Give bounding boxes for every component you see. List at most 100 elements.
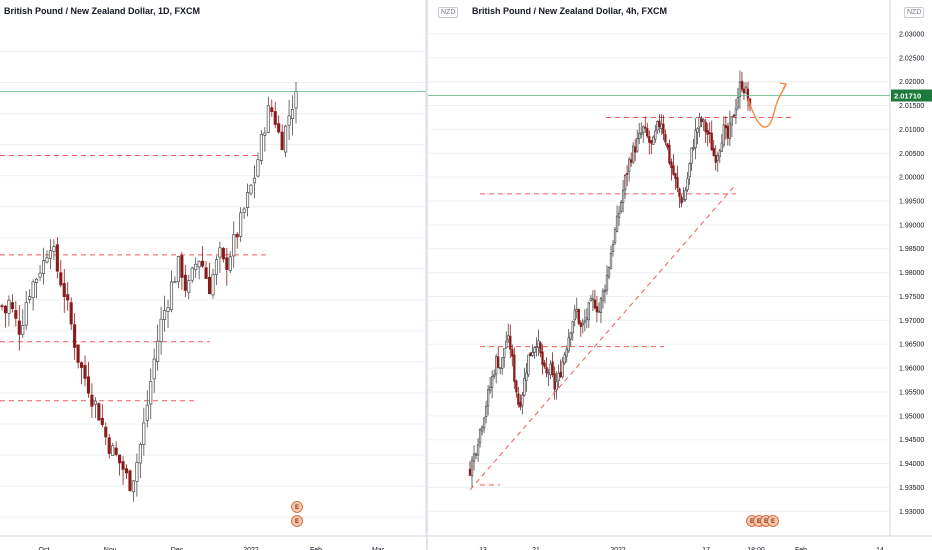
candle-body[interactable] [499,367,502,369]
candle-body[interactable] [3,305,8,314]
candle-body[interactable] [482,417,486,429]
candle-body[interactable] [601,290,605,302]
candle-body[interactable] [587,302,590,321]
candle-body[interactable] [644,126,647,129]
candle-body[interactable] [710,132,713,151]
candle-body[interactable] [225,257,229,270]
candle-body[interactable] [138,444,142,464]
candle-body[interactable] [93,400,97,405]
candle-body[interactable] [595,306,599,313]
candle-body[interactable] [702,119,705,122]
candle-body[interactable] [666,143,669,148]
candle-body[interactable] [662,123,665,134]
trendline[interactable] [469,183,737,491]
candle-body[interactable] [654,130,657,140]
economic-event-marker[interactable] [291,501,303,513]
candle-body[interactable] [249,184,253,194]
candle-body[interactable] [183,274,187,291]
candle-body[interactable] [111,445,115,456]
candle-body[interactable] [517,393,520,405]
candle-body[interactable] [503,348,506,358]
candle-body[interactable] [607,267,611,278]
candle-body[interactable] [589,297,593,302]
candle-body[interactable] [555,381,558,391]
candle-body[interactable] [104,426,108,438]
candle-body[interactable] [277,123,281,133]
candle-body[interactable] [470,459,474,477]
candle-body[interactable] [688,163,691,178]
candle-body[interactable] [708,132,711,135]
candle-body[interactable] [69,302,73,325]
candle-body[interactable] [232,234,236,257]
candle-body[interactable] [718,150,721,157]
candle-body[interactable] [692,147,695,150]
candle-body[interactable] [660,123,663,129]
candle-body[interactable] [242,208,246,213]
candle-body[interactable] [235,233,239,238]
current-price-tag[interactable] [891,89,932,102]
daily-chart-pane[interactable]: British Pound / New Zealand Dollar, 1D, … [0,0,426,550]
candle-body[interactable] [571,321,574,334]
candle-body[interactable] [664,134,667,143]
candle-body[interactable] [678,188,681,197]
candle-body[interactable] [228,256,232,271]
candle-body[interactable] [180,255,184,278]
candle-body[interactable] [472,453,476,462]
candle-body[interactable] [682,199,685,202]
candle-body[interactable] [698,117,701,128]
candle-body[interactable] [256,159,260,177]
candle-body[interactable] [62,283,66,297]
candle-body[interactable] [273,111,277,125]
4h-chart-svg[interactable]: 2.03000 2.02500 2.02000 2.01500 2.01000 2.005… [428,0,932,550]
candle-body[interactable] [557,373,560,381]
candle-body[interactable] [519,402,522,408]
candle-body[interactable] [652,136,655,145]
candle-body[interactable] [714,154,717,163]
candle-body[interactable] [107,437,111,454]
candle-body[interactable] [505,340,508,349]
candle-body[interactable] [118,454,122,464]
candle-body[interactable] [676,177,679,188]
candle-body[interactable] [263,132,267,136]
candle-body[interactable] [495,356,498,375]
candle-body[interactable] [35,278,39,284]
candle-body[interactable] [559,371,562,377]
candle-body[interactable] [575,308,578,312]
candle-body[interactable] [630,159,633,163]
candle-body[interactable] [561,361,564,378]
candle-body[interactable] [270,107,274,112]
candle-body[interactable] [724,125,727,129]
candle-body[interactable] [613,229,617,244]
candle-body[interactable] [686,178,689,191]
candle-body[interactable] [738,81,742,97]
candle-body[interactable] [668,144,671,164]
symbol-badge[interactable]: NZD [904,7,925,18]
candle-body[interactable] [537,340,540,348]
projection-path[interactable] [747,83,787,128]
candle-body[interactable] [17,320,21,335]
candle-body[interactable] [553,373,556,390]
candle-body[interactable] [545,367,548,374]
candle-body[interactable] [732,114,736,117]
candle-body[interactable] [549,363,552,376]
candle-body[interactable] [163,310,167,320]
candle-body[interactable] [76,344,80,363]
candle-body[interactable] [740,80,744,90]
candle-body[interactable] [638,132,641,140]
economic-event-marker[interactable] [291,515,303,527]
candle-body[interactable] [124,468,129,474]
candle-body[interactable] [239,212,243,237]
candle-body[interactable] [259,134,263,161]
candle-body[interactable] [591,298,595,301]
pane-divider[interactable] [426,0,428,550]
candle-body[interactable] [634,146,637,153]
candle-body[interactable] [290,109,295,120]
candle-body[interactable] [523,378,526,396]
candle-body[interactable] [567,337,570,352]
candle-body[interactable] [734,108,738,116]
candle-body[interactable] [581,322,584,326]
candle-body[interactable] [474,453,478,456]
candle-body[interactable] [726,126,729,139]
candle-body[interactable] [642,126,645,134]
candle-body[interactable] [656,121,659,131]
